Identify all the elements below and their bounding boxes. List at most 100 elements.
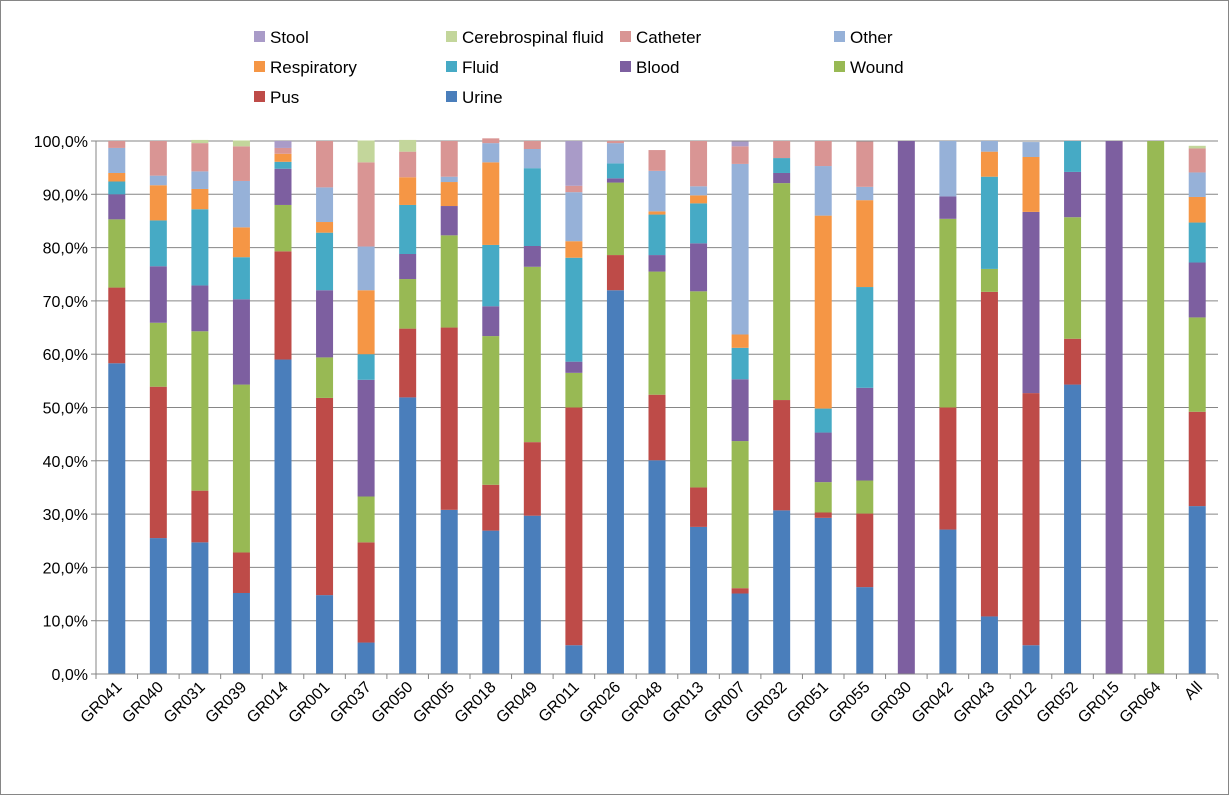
- bar-segment-all-catheter: [1188, 148, 1206, 173]
- bar-segment-gr064-wound: [1147, 141, 1165, 674]
- bar-segment-gr051-blood: [814, 432, 832, 483]
- bar-segment-gr011-pus: [565, 407, 583, 646]
- y-tick-label: 70,0%: [43, 294, 88, 311]
- bar-segment-gr037-wound: [357, 496, 375, 543]
- bar-segment-gr039-blood: [232, 299, 250, 385]
- bar-segment-gr007-blood: [731, 379, 749, 442]
- bar-segment-gr005-respiratory: [440, 182, 458, 207]
- bar-segment-gr013-fluid: [690, 203, 708, 244]
- bar-segment-gr051-other: [814, 166, 832, 216]
- bar-segment-gr049-blood: [523, 246, 541, 267]
- bar-segment-gr039-other: [232, 180, 250, 228]
- bar-segment-gr007-wound: [731, 441, 749, 589]
- bar-segment-all-respiratory: [1188, 196, 1206, 223]
- bar-segment-gr040-urine: [149, 538, 167, 674]
- bar-segment-gr026-pus: [606, 255, 624, 291]
- bar-segment-gr043-urine: [980, 616, 998, 674]
- legend-label: Blood: [636, 58, 679, 77]
- bar-segment-gr018-urine: [482, 530, 500, 674]
- bar-segment-gr011-blood: [565, 361, 583, 373]
- bar-segment-gr013-catheter: [690, 141, 708, 187]
- bar-segment-gr031-respiratory: [191, 188, 209, 210]
- legend-swatch: [834, 61, 845, 72]
- bar-segment-gr051-urine: [814, 517, 832, 674]
- legend-item-fluid: Fluid: [446, 58, 499, 77]
- bar-segment-gr041-catheter: [108, 141, 126, 148]
- bar-segment-gr055-urine: [856, 587, 874, 674]
- bar-segment-gr026-other: [606, 143, 624, 164]
- bar-segment-gr039-fluid: [232, 257, 250, 300]
- bar-segment-gr014-stool: [274, 141, 292, 148]
- legend-swatch: [834, 31, 845, 42]
- bar-segment-gr031-fluid: [191, 209, 209, 286]
- bar-segment-gr026-blood: [606, 178, 624, 183]
- bar-segment-gr005-catheter: [440, 141, 458, 177]
- bar-segment-gr026-catheter: [606, 141, 624, 144]
- bar-segment-gr039-pus: [232, 552, 250, 593]
- bar-segment-gr049-wound: [523, 266, 541, 443]
- legend-label: Other: [850, 28, 893, 47]
- legend-item-catheter: Catheter: [620, 28, 702, 47]
- bar-segment-gr049-catheter: [523, 141, 541, 149]
- bar-segment-all-cerebrospinal-fluid: [1188, 145, 1206, 149]
- bar-segment-all-wound: [1188, 317, 1206, 412]
- bar-segment-gr013-other: [690, 186, 708, 196]
- bar-segment-all-fluid: [1188, 222, 1206, 263]
- legend-item-pus: Pus: [254, 88, 299, 107]
- bar-segment-gr012-pus: [1022, 393, 1040, 646]
- bar-segment-gr014-blood: [274, 168, 292, 205]
- bar-segment-gr014-wound: [274, 204, 292, 252]
- bar-segment-gr014-urine: [274, 359, 292, 674]
- bar-segment-gr018-catheter: [482, 138, 500, 144]
- bar-segment-gr001-pus: [316, 397, 334, 596]
- bar-segment-gr050-respiratory: [399, 177, 417, 205]
- legend: Stool Cerebrospinal fluid Catheter Other Res…: [254, 28, 904, 107]
- bar-segment-gr001-wound: [316, 357, 334, 398]
- bar-segment-gr018-pus: [482, 484, 500, 531]
- legend-label: Fluid: [462, 58, 499, 77]
- bar-segment-gr048-other: [648, 170, 666, 212]
- bar-segment-gr014-pus: [274, 251, 292, 360]
- y-tick-label: 60,0%: [43, 347, 88, 364]
- bar-segment-gr052-blood: [1064, 171, 1082, 218]
- bar-segment-gr041-fluid: [108, 181, 126, 195]
- bar-segment-gr055-catheter: [856, 141, 874, 187]
- bar-segment-gr041-wound: [108, 219, 126, 288]
- bar-segment-gr051-respiratory: [814, 215, 832, 409]
- legend-swatch: [254, 61, 265, 72]
- bar-segment-gr001-urine: [316, 595, 334, 674]
- legend-label: Cerebrospinal fluid: [462, 28, 604, 47]
- bar-segment-gr018-fluid: [482, 244, 500, 307]
- bar-segment-gr011-wound: [565, 372, 583, 408]
- bar-segment-gr055-pus: [856, 513, 874, 588]
- bar-segment-gr049-pus: [523, 442, 541, 516]
- bar-segment-gr032-catheter: [773, 141, 791, 159]
- bar-segment-gr013-pus: [690, 487, 708, 527]
- bar-segment-gr005-other: [440, 176, 458, 183]
- bar-segment-gr048-wound: [648, 271, 666, 395]
- bar-segment-gr032-wound: [773, 183, 791, 401]
- bar-segment-gr039-respiratory: [232, 227, 250, 258]
- legend-swatch: [446, 61, 457, 72]
- bar-segment-gr007-respiratory: [731, 334, 749, 348]
- bar-segment-gr041-respiratory: [108, 172, 126, 182]
- bar-segment-gr026-urine: [606, 290, 624, 674]
- bar-segment-gr011-catheter: [565, 185, 583, 193]
- bar-segment-gr031-urine: [191, 542, 209, 674]
- bar-segment-gr051-catheter: [814, 141, 832, 167]
- bar-segment-gr007-pus: [731, 588, 749, 594]
- legend-swatch: [254, 91, 265, 102]
- bar-segment-gr049-urine: [523, 515, 541, 674]
- bar-segment-gr042-wound: [939, 218, 957, 408]
- bar-segment-gr012-respiratory: [1022, 156, 1040, 212]
- bar-segment-gr001-catheter: [316, 141, 334, 188]
- legend-item-stool: Stool: [254, 28, 309, 47]
- bar-segment-gr013-wound: [690, 291, 708, 488]
- bar-segment-gr007-urine: [731, 593, 749, 674]
- bar-segment-gr042-other: [939, 141, 957, 197]
- bar-segment-gr043-other: [980, 141, 998, 152]
- legend-swatch: [620, 61, 631, 72]
- bar-segment-gr031-other: [191, 171, 209, 189]
